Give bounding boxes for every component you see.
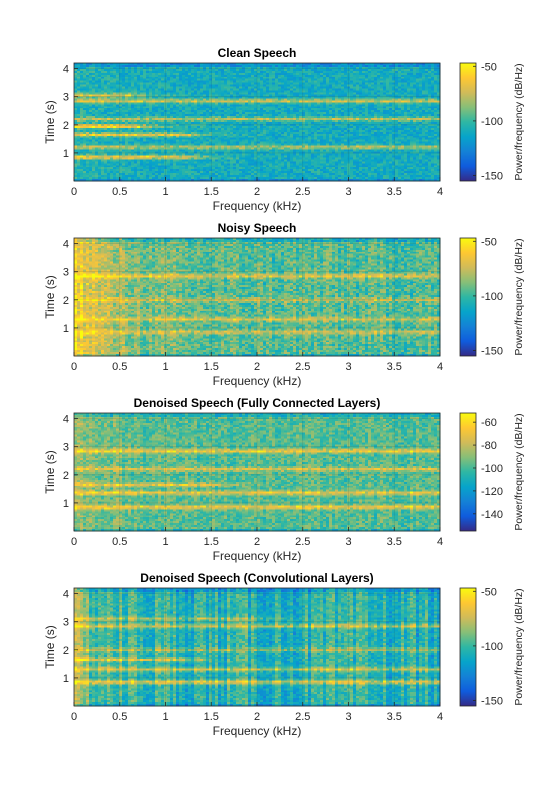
spectrogram-panel-1: 0 0.5 1 1.5 2 2.5 3 3.5 41234Clean SpeechFrequen… [43,46,525,213]
